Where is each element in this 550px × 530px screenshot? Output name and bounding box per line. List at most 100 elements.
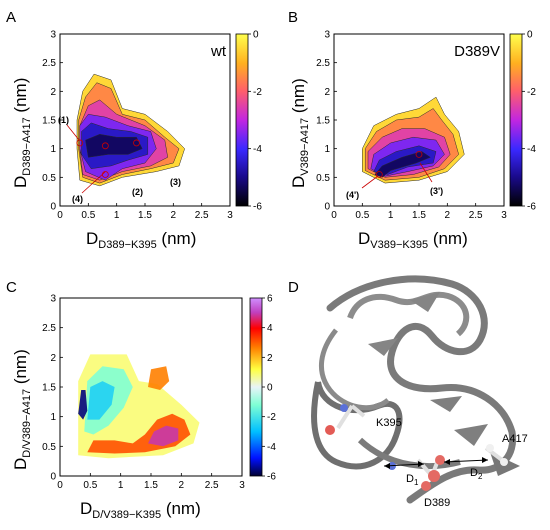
panel-c-xticks: 0 0.5 1 1.5 2 2.5 3: [57, 473, 245, 491]
panel-c-xtick-label: 3: [239, 480, 245, 491]
panel-a-level-5: [85, 134, 143, 158]
panel-a-colorbar: [235, 33, 249, 207]
panel-b-xtick-label: 2.5: [469, 210, 483, 221]
peak-label-3p: (3'): [430, 186, 443, 196]
panel-b-cbtick-label: -4: [527, 144, 536, 155]
panel-c-ytick-label: 2: [50, 353, 56, 364]
panel-a-ytick-label: 1: [50, 144, 56, 155]
panel-d: D: [288, 275, 528, 509]
peak-label-2: (2): [132, 187, 143, 197]
peak-label-1: (1): [58, 115, 69, 125]
panel-b-minimum-0: [415, 150, 423, 158]
panel-c-map: [78, 354, 200, 459]
panel-c-cbtick-label: -2: [267, 412, 276, 423]
panel-c-level-2: [148, 425, 179, 447]
panel-b-xtick-label: 2: [445, 210, 451, 221]
panel-c-cbtick-label: 2: [267, 353, 273, 364]
panel-a-minimum-0: [76, 139, 84, 147]
residue-a417-sticks: [484, 444, 508, 466]
panel-c-cbtick-label: -4: [267, 442, 276, 453]
panel-a-map: [76, 73, 185, 187]
panel-c-level-5: [87, 381, 115, 420]
panel-c-yticks: 0 0.5 1 1.5 2 2.5 3: [42, 294, 63, 483]
panel-a-minimum-2: [133, 139, 140, 147]
panel-b-yticks: 0 0.5 1 1.5 2 2.5 3: [316, 30, 337, 213]
panel-c-ytick-label: 2.5: [42, 323, 56, 334]
peak-label-3: (3): [170, 177, 181, 187]
panel-b-ytick-label: 3: [324, 30, 330, 41]
panel-a-xtick-label: 0: [57, 210, 63, 221]
residue-label-k395: K395: [376, 417, 402, 429]
panel-c-cbtick-label: 4: [267, 323, 273, 334]
panel-b-xtick-label: 3: [501, 210, 507, 221]
panel-a-xlabel: DD389−K395 (nm): [86, 229, 196, 251]
panel-a-letter: A: [6, 9, 16, 26]
panel-a-cbticks: 0 -2 -4 -6: [248, 30, 262, 213]
panel-c-xtick-label: 1: [118, 480, 124, 491]
panel-c-ytick-label: 0: [50, 472, 56, 483]
panel-a-xtick-label: 1.5: [138, 210, 152, 221]
panel-c-ytick-label: 0.5: [42, 442, 56, 453]
panel-b-ytick-label: 1.5: [316, 116, 330, 127]
panel-b-cbtick-label: -6: [527, 202, 536, 213]
panel-b-ytick-label: 1: [324, 144, 330, 155]
panel-b-xtick-label: 0.5: [355, 210, 369, 221]
panel-b-ytick-label: 2: [324, 87, 330, 98]
panel-c-level-3: [148, 366, 170, 390]
panel-c-xtick-label: 2.5: [205, 480, 219, 491]
panel-a-xtick-label: 2: [171, 210, 177, 221]
panel-b-letter: B: [288, 9, 298, 26]
panel-c-xtick-label: 0.5: [83, 480, 97, 491]
panel-a-minimum-1: [101, 142, 109, 150]
panel-b-level-5: [374, 151, 431, 178]
panel-c-xlabel: DD/V389−K395 (nm): [80, 499, 201, 521]
panel-d-letter: D: [288, 279, 299, 296]
panel-a-ylabel: DD389−A417 (nm): [11, 78, 33, 188]
distance-label-d2: D2: [470, 467, 483, 481]
distance-label-d1: D1: [406, 473, 419, 487]
panel-a-tag: wt: [210, 43, 227, 60]
residue-k395-sticks: [325, 404, 366, 435]
panel-c-ytick-label: 1.5: [42, 383, 56, 394]
peak-label-4: (4): [72, 194, 83, 204]
panel-c: C 0 0.5 1 1.5 2 2.5 3 0 0.5 1 1.5 2 2.5 3 DD/V389−K3…: [6, 279, 276, 521]
panel-b-colorbar: [509, 33, 523, 207]
panel-a-cbtick-label: -6: [253, 202, 262, 213]
panel-c-xtick-label: 1.5: [144, 480, 158, 491]
panel-b-ylabel: DV389−A417 (nm): [289, 78, 311, 188]
panel-c-cbticks: 6 4 2 0 -2 -4 -6: [262, 294, 276, 483]
residue-label-d389: D389: [424, 497, 450, 509]
panel-c-cbtick-label: 6: [267, 294, 273, 305]
panel-a-xtick-label: 3: [227, 210, 233, 221]
panel-c-letter: C: [6, 279, 17, 296]
protein-structure-illustration: [311, 275, 520, 504]
panel-a-cbtick-label: 0: [253, 30, 259, 41]
panel-b-peaks: (3') (4'): [346, 162, 443, 200]
panel-b-ytick-label: 0.5: [316, 173, 330, 184]
panel-a-yticks: 0 0.5 1 1.5 2 2.5 3: [42, 30, 63, 213]
panel-c-ytick-label: 1: [50, 412, 56, 423]
panel-a-ytick-label: 0: [50, 202, 56, 213]
panel-c-colorbar: [249, 297, 263, 477]
panel-a-ytick-label: 1.5: [42, 116, 56, 127]
panel-c-ytick-label: 3: [50, 294, 56, 305]
panel-b-xtick-label: 1.5: [412, 210, 426, 221]
panel-b-xtick-label: 0: [331, 210, 337, 221]
peak-label-4p: (4'): [346, 190, 359, 200]
panel-a-xtick-label: 1: [114, 210, 120, 221]
panel-b: B D389V 0 0.5 1 1.5 2 2.5 3 0 0.5 1 1.5 2 2.5 3 DV38…: [288, 9, 536, 251]
panel-a-ytick-label: 3: [50, 30, 56, 41]
panel-a-cbtick-label: -2: [253, 87, 262, 98]
panel-b-xlabel: DV389−K395 (nm): [358, 229, 468, 251]
panel-b-minimum-1: [375, 171, 383, 178]
panel-a-ytick-label: 2.5: [42, 58, 56, 69]
panel-a-xtick-label: 0.5: [81, 210, 95, 221]
panel-c-cbtick-label: -6: [267, 472, 276, 483]
panel-c-xtick-label: 0: [57, 480, 63, 491]
panel-b-tag: D389V: [454, 43, 500, 60]
panel-b-xticks: 0 0.5 1 1.5 2 2.5 3: [331, 203, 507, 221]
distance-d1-arrow: [383, 463, 425, 467]
panel-b-cbtick-label: -2: [527, 87, 536, 98]
panel-b-xtick-label: 1: [388, 210, 394, 221]
